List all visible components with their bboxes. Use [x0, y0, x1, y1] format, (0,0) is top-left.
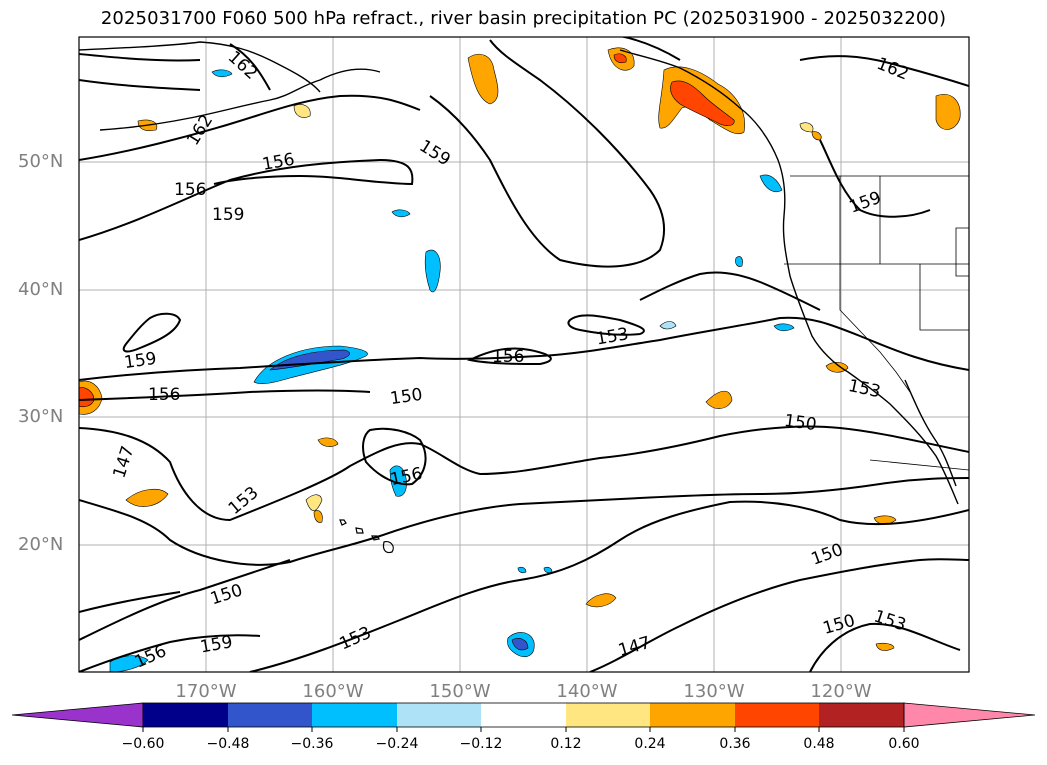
colorbar-frame [142, 702, 905, 728]
map-frame [78, 36, 970, 673]
colorbar-bin [735, 703, 819, 727]
colorbar-tick-label: 0.60 [888, 736, 920, 752]
contour-label: 159 [212, 205, 244, 225]
lat-label-20n: 20°N [18, 534, 64, 555]
lat-label-40n: 40°N [18, 279, 64, 300]
contour-label: 156 [148, 385, 180, 405]
colorbar-bin [481, 703, 566, 727]
contour-label: 150 [783, 411, 818, 435]
colorbar-tick-label: 0.36 [719, 736, 751, 752]
colorbar-bin [312, 703, 397, 727]
refractivity-contours [79, 37, 969, 672]
colorbar-bin [566, 703, 650, 727]
colorbar-tick-label: 0.48 [803, 736, 835, 752]
lon-label-140w: 140°W [556, 681, 618, 702]
hawaii-islands [339, 519, 394, 554]
contour-label: 150 [389, 385, 424, 409]
borders [784, 175, 969, 471]
lon-label-150w: 150°W [429, 681, 491, 702]
lon-label-170w: 170°W [175, 681, 237, 702]
colorbar-bin [650, 703, 735, 727]
colorbar-bin [819, 703, 904, 727]
lat-label-50n: 50°N [18, 151, 64, 172]
colorbar-tick-label: −0.60 [121, 736, 165, 752]
colorbar-tick-label: −0.36 [290, 736, 334, 752]
coastlines [79, 41, 959, 505]
colorbar-tick-label: −0.48 [206, 736, 250, 752]
colorbar-over-arrow [903, 702, 1036, 728]
colorbar-bin [397, 703, 481, 727]
colorbar-tick-label: 0.24 [634, 736, 666, 752]
colorbar-under-arrow [11, 702, 144, 728]
lon-label-160w: 160°W [302, 681, 364, 702]
colorbar-bin [228, 703, 312, 727]
map-title: 2025031700 F060 500 hPa refract., river … [100, 8, 947, 29]
lon-label-130w: 130°W [683, 681, 745, 702]
colorbar-tick-label: 0.12 [550, 736, 582, 752]
colorbar-tick-label: −0.12 [459, 736, 503, 752]
lon-label-120w: 120°W [810, 681, 872, 702]
contour-label: 156 [174, 180, 206, 200]
contour-label: 156 [492, 347, 524, 367]
colorbar [11, 702, 1036, 732]
precip-positive-patches [79, 47, 961, 651]
lat-label-30n: 30°N [18, 406, 64, 427]
colorbar-tick-label: −0.24 [375, 736, 419, 752]
contour-label: 159 [123, 349, 158, 373]
colorbar-bin [143, 703, 228, 727]
